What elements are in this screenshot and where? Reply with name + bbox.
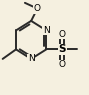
Text: S: S (59, 44, 66, 54)
Text: N: N (28, 54, 35, 63)
Text: N: N (43, 26, 50, 35)
Text: O: O (59, 30, 66, 39)
Text: O: O (59, 60, 66, 69)
Text: O: O (34, 4, 41, 13)
